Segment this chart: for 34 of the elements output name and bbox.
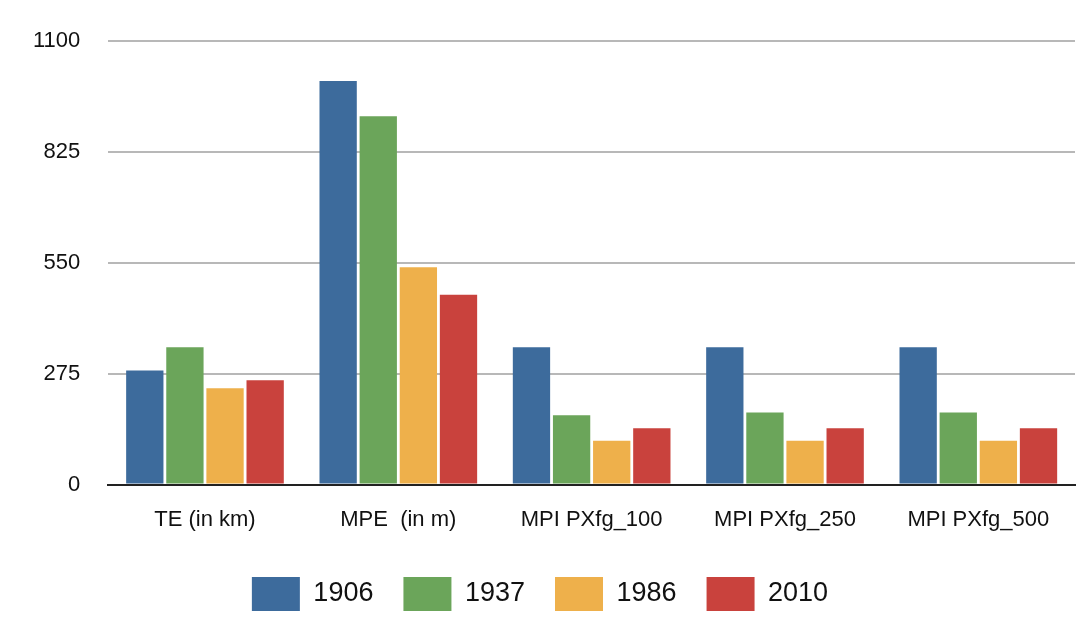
x-tick-label: MPE (in m) xyxy=(340,505,457,531)
y-tick-label: 1100 xyxy=(33,27,81,53)
x-tick-label: MPI PXfg_250 xyxy=(714,505,856,531)
bar xyxy=(593,440,631,484)
x-tick-label: TE (in km) xyxy=(154,505,256,531)
bar xyxy=(1019,428,1058,484)
bar xyxy=(899,347,937,484)
bar xyxy=(399,267,438,484)
x-tick-label: MPI PXfg_100 xyxy=(520,505,663,531)
bar xyxy=(706,347,744,484)
bar xyxy=(246,380,284,484)
bar xyxy=(746,412,784,484)
y-tick-label: 550 xyxy=(43,248,81,274)
legend-label: 1937 xyxy=(464,577,526,608)
bar xyxy=(319,81,357,484)
bar xyxy=(633,428,671,484)
bar xyxy=(979,440,1018,484)
bar xyxy=(359,116,397,484)
bar xyxy=(786,440,824,484)
bar xyxy=(939,412,977,484)
x-tick-label: MPI PXfg_500 xyxy=(907,505,1050,531)
bar xyxy=(826,428,864,484)
bar xyxy=(126,370,164,484)
y-tick-label: 825 xyxy=(43,138,81,164)
y-tick-label: 0 xyxy=(68,470,81,496)
bar xyxy=(166,347,204,484)
bar xyxy=(439,294,478,484)
legend-label: 2010 xyxy=(768,577,829,608)
legend-label: 1906 xyxy=(313,577,374,608)
legend-label: 1986 xyxy=(616,577,677,608)
bar xyxy=(512,347,551,484)
bar xyxy=(552,415,591,484)
bar xyxy=(206,388,244,484)
y-tick-label: 275 xyxy=(43,359,81,385)
